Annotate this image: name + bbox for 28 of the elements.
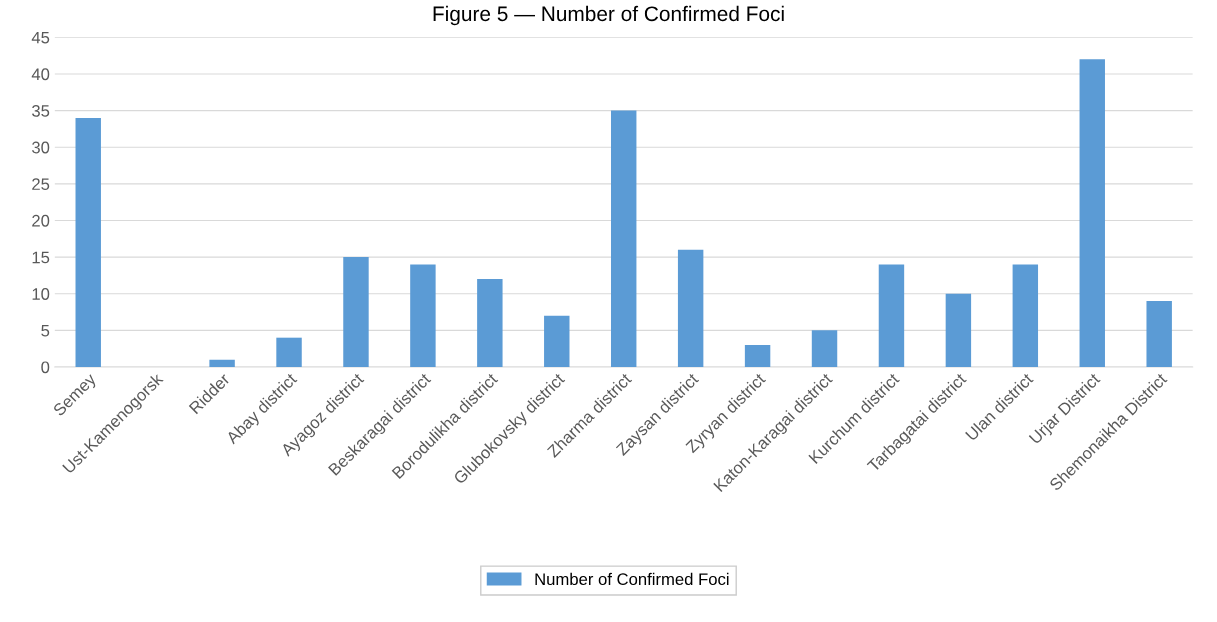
y-tick-label: 0 (41, 361, 50, 374)
bar (209, 359, 235, 367)
bar (1079, 59, 1105, 367)
y-tick-label: 30 (32, 141, 50, 154)
y-tick-label: 40 (31, 68, 50, 81)
y-tick-label: 5 (41, 324, 50, 337)
y-tick-label: 10 (32, 288, 50, 300)
bar (677, 249, 704, 367)
bar (544, 315, 570, 367)
bar (744, 345, 771, 367)
bar (878, 264, 905, 367)
bar (945, 293, 972, 367)
bar (75, 117, 101, 367)
bar (811, 330, 838, 367)
y-tick-label: 20 (32, 214, 50, 227)
bar (610, 110, 637, 367)
bar (1012, 264, 1039, 367)
bar (477, 279, 503, 367)
bar (343, 257, 369, 367)
y-tick-label: 15 (32, 251, 50, 264)
chart-title: Figure 5 — Number of Confirmed Foci (433, 5, 784, 26)
legend-label: Number of Confirmed Foci (535, 572, 729, 586)
bar (276, 337, 302, 367)
y-tick-label: 35 (32, 104, 50, 117)
y-tick-label: 25 (32, 178, 50, 191)
bar (1146, 301, 1172, 367)
bar (410, 264, 436, 367)
y-tick-label: 45 (31, 31, 50, 44)
